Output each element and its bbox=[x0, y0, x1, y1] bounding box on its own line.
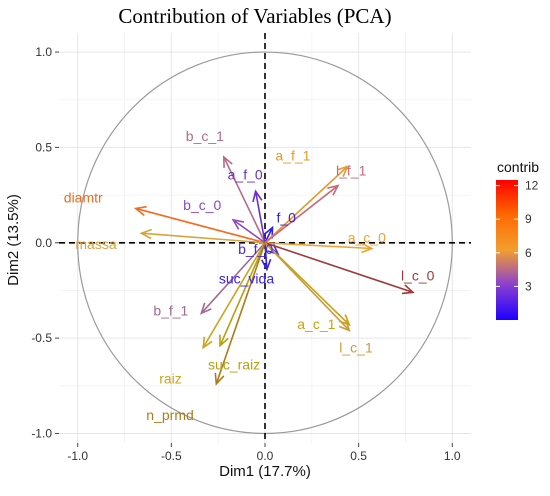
arrow-shaft-b_c_1 bbox=[223, 156, 266, 244]
label-f_0: f_0 bbox=[276, 210, 296, 226]
arrow-shaft-a_c_0 bbox=[264, 241, 372, 250]
arrow-a_f_0 bbox=[252, 189, 266, 243]
legend-tick-label: 3 bbox=[525, 279, 532, 293]
label-b_c_1: b_c_1 bbox=[186, 128, 224, 144]
arrow-l_f_1 bbox=[264, 184, 340, 244]
arrow-head-f_0 bbox=[263, 225, 274, 239]
x-axis-title: Dim1 (17.7%) bbox=[219, 463, 311, 480]
arrow-head-n_prmd bbox=[214, 372, 225, 386]
arrow-shaft-a_f_0 bbox=[254, 191, 266, 243]
legend-ticks: 3 6 9 12 bbox=[496, 179, 539, 293]
arrow-head-b_c_0 bbox=[231, 218, 245, 230]
arrow-a_c_0 bbox=[264, 241, 374, 254]
arrow-f_0 bbox=[263, 225, 274, 244]
label-a_f_1: a_f_1 bbox=[275, 147, 310, 163]
variable-arrows bbox=[133, 155, 415, 386]
y-tick-label: 0.0 bbox=[35, 236, 52, 250]
legend-tick-label: 12 bbox=[525, 179, 539, 193]
label-massa: massa bbox=[75, 236, 116, 252]
arrow-suc_vida bbox=[260, 242, 272, 272]
arrow-shaft-a_f_1 bbox=[264, 165, 348, 244]
arrow-b_c_0 bbox=[231, 218, 266, 244]
x-axis-ticks: -1.0 -0.5 0.0 0.5 1.0 bbox=[67, 443, 461, 463]
arrow-a_f_1 bbox=[264, 165, 349, 244]
arrow-head-l_c_0 bbox=[401, 284, 415, 295]
arrow-shaft-l_f_1 bbox=[264, 184, 339, 244]
label-n_prmd: n_prmd bbox=[146, 407, 193, 423]
arrow-head-suc_vida bbox=[260, 258, 272, 272]
arrow-l_c_1 bbox=[264, 242, 351, 332]
arrow-diamtr bbox=[133, 205, 266, 244]
contrib-legend: contrib 3 6 9 12 bbox=[496, 159, 539, 320]
arrow-head-raiz bbox=[202, 336, 213, 350]
arrow-b_c_1 bbox=[222, 155, 266, 244]
arrow-suc_raiz bbox=[219, 242, 266, 348]
arrow-head-l_f_1 bbox=[327, 184, 340, 196]
label-b_f_0: b_f_0 bbox=[238, 241, 273, 257]
label-l_c_0: l_c_0 bbox=[401, 267, 435, 283]
arrow-shaft-l_c_0 bbox=[264, 242, 414, 294]
arrow-shaft-raiz bbox=[202, 242, 266, 349]
label-l_f_1: l_f_1 bbox=[336, 163, 367, 179]
arrow-massa bbox=[139, 228, 266, 244]
arrow-shaft-diamtr bbox=[135, 207, 266, 244]
y-tick-label: -1.0 bbox=[31, 426, 52, 440]
arrow-head-b_c_1 bbox=[222, 155, 233, 168]
arrow-b_f_1 bbox=[200, 242, 266, 315]
y-axis-title: Dim2 (13.5%) bbox=[5, 194, 22, 286]
y-tick-label: -0.5 bbox=[31, 331, 52, 345]
label-b_f_1: b_f_1 bbox=[153, 302, 188, 318]
legend-tick-label: 9 bbox=[525, 212, 532, 226]
arrow-head-massa bbox=[139, 228, 152, 240]
x-tick-label: -1.0 bbox=[67, 449, 88, 463]
arrow-shaft-f_0 bbox=[264, 227, 274, 244]
label-suc_raiz: suc_raiz bbox=[208, 357, 260, 373]
label-diamtr: diamtr bbox=[64, 189, 103, 205]
plot-panel bbox=[59, 33, 471, 443]
chart-title: Contribution of Variables (PCA) bbox=[118, 4, 391, 28]
arrow-head-a_c_0 bbox=[361, 242, 374, 254]
arrow-head-suc_raiz bbox=[219, 334, 229, 348]
y-axis-ticks: -1.0 -0.5 0.0 0.5 1.0 bbox=[31, 45, 59, 440]
arrow-head-b_f_0 bbox=[267, 243, 280, 256]
arrow-l_c_0 bbox=[264, 242, 415, 295]
arrow-shaft-suc_vida bbox=[264, 242, 268, 270]
arrow-head-b_f_1 bbox=[200, 302, 212, 315]
arrow-shaft-b_f_1 bbox=[200, 242, 266, 314]
arrow-shaft-b_c_0 bbox=[232, 219, 266, 244]
y-tick-label: 1.0 bbox=[35, 45, 52, 59]
arrow-head-diamtr bbox=[133, 205, 147, 216]
arrow-shaft-n_prmd bbox=[215, 242, 266, 385]
arrow-n_prmd bbox=[214, 242, 266, 386]
x-tick-label: 1.0 bbox=[444, 449, 461, 463]
arrow-head-a_f_0 bbox=[252, 189, 263, 203]
arrow-head-a_f_1 bbox=[336, 165, 349, 177]
label-b_c_0: b_c_0 bbox=[183, 197, 221, 213]
arrow-head-l_c_1 bbox=[338, 319, 351, 332]
x-tick-label: 0.0 bbox=[257, 449, 274, 463]
arrow-shaft-l_c_1 bbox=[264, 242, 350, 332]
arrow-shaft-massa bbox=[141, 232, 266, 244]
x-tick-label: 0.5 bbox=[350, 449, 367, 463]
x-tick-label: -0.5 bbox=[161, 449, 182, 463]
legend-title: contrib bbox=[497, 159, 539, 175]
y-tick-label: 0.5 bbox=[35, 140, 52, 154]
legend-tick-label: 6 bbox=[525, 246, 532, 260]
label-a_f_0: a_f_0 bbox=[228, 166, 263, 182]
label-suc_vida: suc_vida bbox=[219, 270, 274, 286]
variable-labels: diamtr massa b_c_1 a_f_0 b_c_0 f_0 a_f_1 l_f_1a… bbox=[64, 128, 435, 423]
label-raiz: raiz bbox=[159, 371, 182, 387]
label-a_c_1: a_c_1 bbox=[297, 316, 335, 332]
arrow-raiz bbox=[202, 242, 266, 350]
arrow-shaft-suc_raiz bbox=[219, 242, 266, 347]
label-a_c_0: a_c_0 bbox=[348, 229, 386, 245]
label-l_c_1: l_c_1 bbox=[339, 339, 373, 355]
legend-colorbar bbox=[496, 180, 518, 320]
